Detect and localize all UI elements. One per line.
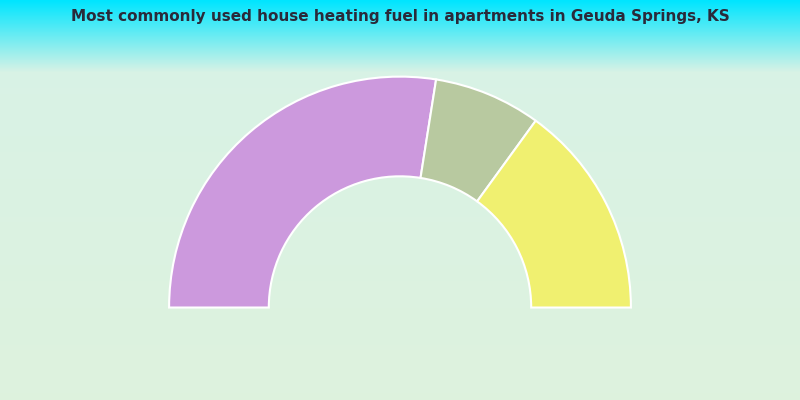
Wedge shape	[421, 80, 536, 201]
Title: Most commonly used house heating fuel in apartments in Geuda Springs, KS: Most commonly used house heating fuel in…	[70, 9, 730, 24]
Wedge shape	[169, 77, 436, 308]
Wedge shape	[477, 121, 631, 308]
